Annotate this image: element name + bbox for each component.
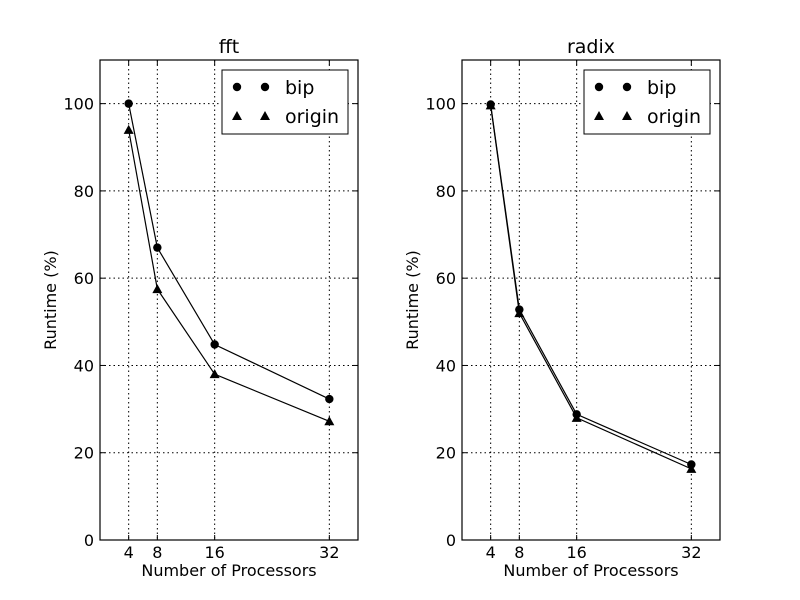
y-tick-label: 100 xyxy=(63,95,94,114)
y-tick-label: 20 xyxy=(436,444,456,463)
series-bip xyxy=(124,99,334,404)
data-point-bip xyxy=(124,99,133,108)
series-line-origin xyxy=(128,129,330,422)
legend-label-origin: origin xyxy=(285,106,339,128)
data-point-bip xyxy=(153,243,162,252)
x-tick-label: 32 xyxy=(681,543,701,562)
y-axis-label: Runtime (%) xyxy=(403,250,422,350)
chart-panel-radix: 4 8 16 32 0 20 40 60 80 100 radix Number of Process… xyxy=(403,36,721,580)
data-point-origin xyxy=(686,463,697,473)
x-tick-label: 32 xyxy=(319,543,339,562)
x-tick-label: 8 xyxy=(514,543,524,562)
x-axis-label: Number of Processors xyxy=(141,561,316,580)
legend: bip origin xyxy=(583,69,711,135)
y-tick-label: 60 xyxy=(436,269,456,288)
legend-label-bip: bip xyxy=(285,77,314,99)
chart-title: radix xyxy=(567,36,615,58)
legend-label-bip: bip xyxy=(647,77,676,99)
data-point-origin xyxy=(571,412,582,422)
y-tick-label: 80 xyxy=(74,182,94,201)
series-line-origin xyxy=(490,105,692,470)
y-tick-label: 0 xyxy=(84,531,94,550)
series-line-bip xyxy=(128,103,330,400)
y-tick-label: 40 xyxy=(74,356,94,375)
x-tick-label: 16 xyxy=(566,543,586,562)
x-tick-label: 4 xyxy=(486,543,496,562)
y-tick-label: 60 xyxy=(74,269,94,288)
data-point-bip xyxy=(325,394,334,404)
series-line-bip xyxy=(490,104,692,466)
legend-marker-origin xyxy=(594,111,604,120)
y-tick-label: 20 xyxy=(74,444,94,463)
chart-panel-fft: 4 8 16 32 0 20 40 60 80 100 fft Number of Processor… xyxy=(41,36,359,580)
series-bip xyxy=(486,100,696,469)
series-origin xyxy=(485,100,697,473)
chart-title: fft xyxy=(219,36,240,58)
y-tick-label: 40 xyxy=(436,356,456,375)
data-point-origin xyxy=(485,100,496,110)
legend-marker-bip xyxy=(622,82,632,92)
y-tick-label: 100 xyxy=(425,95,456,114)
y-tick-label: 80 xyxy=(436,182,456,201)
legend-marker-bip xyxy=(260,82,270,92)
y-axis-label: Runtime (%) xyxy=(41,250,60,350)
legend-label-origin: origin xyxy=(647,106,701,128)
data-point-origin xyxy=(152,284,163,294)
data-point-origin xyxy=(123,124,134,134)
x-tick-label: 4 xyxy=(124,543,134,562)
legend-box xyxy=(221,69,349,135)
plot-frame xyxy=(99,59,359,541)
legend-marker-origin xyxy=(260,111,270,120)
legend-marker-bip xyxy=(232,82,242,92)
data-point-origin xyxy=(209,369,220,379)
data-point-bip xyxy=(210,340,219,349)
legend-box xyxy=(583,69,711,135)
plot-frame xyxy=(461,59,721,541)
data-point-origin xyxy=(324,416,335,426)
y-tick-label: 0 xyxy=(446,531,456,550)
series-origin xyxy=(123,124,335,426)
legend-marker-origin xyxy=(232,111,242,120)
legend-marker-bip xyxy=(594,82,604,92)
data-point-origin xyxy=(514,308,525,318)
x-tick-label: 8 xyxy=(152,543,162,562)
x-axis-label: Number of Processors xyxy=(503,561,678,580)
legend-marker-origin xyxy=(622,111,632,120)
legend: bip origin xyxy=(221,69,349,135)
x-tick-label: 16 xyxy=(204,543,224,562)
